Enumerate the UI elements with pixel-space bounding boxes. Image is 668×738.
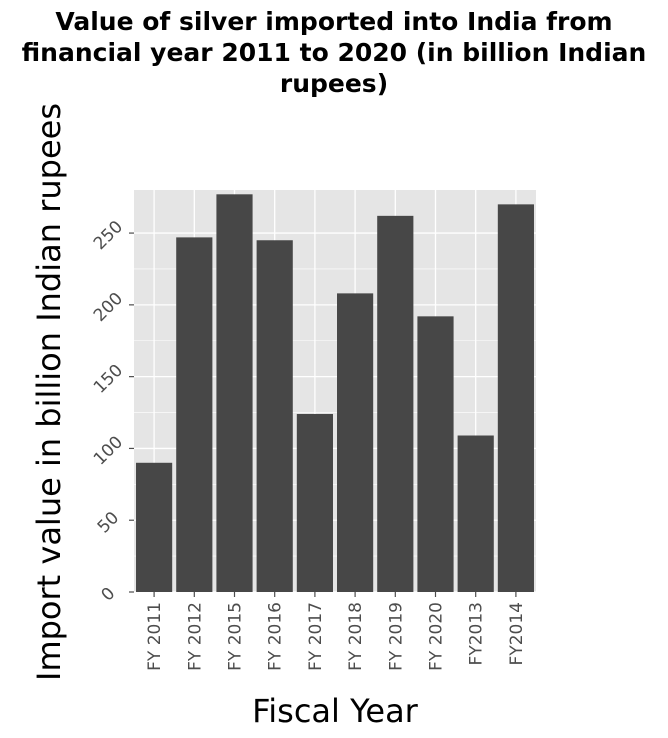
bar <box>417 316 454 592</box>
x-tick-label: FY 2019 <box>386 602 406 671</box>
x-tick-label: FY 2018 <box>346 602 366 671</box>
y-tick-label: 150 <box>90 361 127 398</box>
bar <box>176 237 213 592</box>
x-axis-label: Fiscal Year <box>252 692 419 730</box>
x-tick-label: FY 2017 <box>306 602 326 671</box>
x-tick-label: FY2013 <box>467 602 487 665</box>
y-tick-label: 50 <box>94 508 123 537</box>
bar <box>457 435 494 592</box>
bar <box>337 293 374 592</box>
bar <box>256 240 293 592</box>
chart-title-line-3: rupees) <box>280 69 388 98</box>
chart-title-line-2: financial year 2011 to 2020 (in billion … <box>22 38 647 67</box>
bars <box>136 194 534 593</box>
x-tick-label: FY 2015 <box>226 602 246 671</box>
y-axis-label: Import value in billion Indian rupees <box>30 103 68 681</box>
y-tick-label: 100 <box>90 432 127 469</box>
x-tick-label: FY2014 <box>507 602 527 665</box>
y-tick-label: 250 <box>90 217 127 254</box>
bar <box>497 204 534 592</box>
bar <box>296 413 333 592</box>
x-axis-ticks: FY 2011 FY 2012 FY 2015 FY 2016 FY 2017 FY 20… <box>145 592 527 671</box>
x-tick-label: FY 2011 <box>145 602 165 671</box>
x-tick-label: FY 2020 <box>427 602 447 671</box>
bar <box>216 194 253 593</box>
bar <box>136 462 173 592</box>
y-axis-ticks: 0 50 100 150 200 250 <box>90 217 134 605</box>
y-tick-label: 0 <box>98 584 120 606</box>
chart-title-line-1: Value of silver imported into India from <box>55 7 612 36</box>
x-tick-label: FY 2016 <box>266 602 286 671</box>
bar <box>377 215 414 593</box>
x-tick-label: FY 2012 <box>185 602 205 671</box>
y-tick-label: 200 <box>90 289 127 326</box>
